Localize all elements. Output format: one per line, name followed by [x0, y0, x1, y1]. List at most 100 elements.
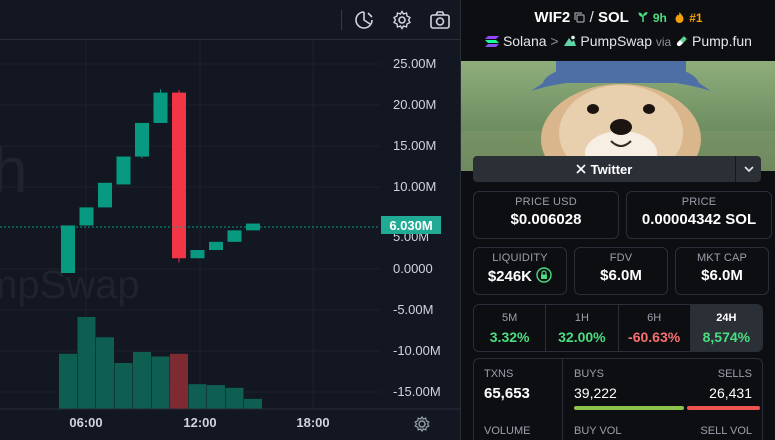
volume-bar [59, 353, 77, 409]
toolbar-separator [341, 10, 342, 30]
price-sol-label: PRICE [681, 196, 717, 208]
volume-bar [188, 384, 207, 409]
volume-bar [77, 317, 96, 409]
mktcap-label: MKT CAP [696, 252, 748, 264]
price-usd-label: PRICE USD [515, 196, 577, 208]
time-tick-label: 12:00 [183, 415, 216, 430]
txns-label: TXNS [484, 368, 514, 380]
tab-6h-change: -60.63% [628, 329, 681, 345]
chain-link[interactable]: Solana [502, 33, 547, 49]
mktcap-value: $6.0M [701, 267, 743, 284]
camera-icon[interactable] [428, 8, 452, 32]
tab-5m-label: 5M [501, 312, 518, 324]
y-tick-label: 0.0000 [393, 261, 433, 276]
txn-divider [562, 359, 563, 440]
tab-5m[interactable]: 5M 3.32% [474, 305, 547, 351]
liquidity-box: LIQUIDITY $246K [473, 247, 567, 295]
price-usd-box: PRICE USD $0.006028 [473, 191, 619, 239]
price-sol-value: 0.00004342 SOL [641, 211, 757, 228]
tab-1h[interactable]: 1H 32.00% [546, 305, 619, 351]
tab-24h[interactable]: 24H 8,574% [690, 305, 762, 351]
gear-icon[interactable] [390, 8, 414, 32]
candle-body [209, 241, 223, 251]
launchpad-link[interactable]: Pump.fun [692, 33, 752, 49]
indicator-icon[interactable] [352, 8, 376, 32]
volume-bar [207, 385, 225, 409]
liquidity-value: $246K [487, 268, 533, 285]
twitter-label: Twitter [590, 161, 633, 177]
current-price-tag: 6.030M [381, 216, 441, 234]
flame-icon [675, 12, 684, 23]
via-label: via [655, 35, 672, 49]
pair-info-panel: WIF2 / SOL 9h #1 Solana > PumpSwap via P… [460, 0, 775, 440]
candle-body [61, 225, 75, 273]
chevron-down-icon [743, 166, 754, 172]
buys-ratio-bar [574, 406, 684, 410]
buys-value: 39,222 [574, 385, 617, 401]
time-tick-label: 18:00 [296, 415, 329, 430]
y-tick-label: 20.00M [393, 97, 436, 112]
volume-label: VOLUME [484, 425, 531, 437]
y-tick-label: -5.00M [393, 302, 433, 317]
tab-5m-change: 3.32% [489, 329, 530, 345]
time-tick-label: 06:00 [69, 415, 102, 430]
candle-body [190, 250, 205, 259]
txns-value: 65,653 [484, 385, 530, 402]
twitter-button[interactable]: Twitter [473, 156, 735, 182]
solana-icon [485, 36, 500, 47]
y-tick-label: 15.00M [393, 138, 436, 153]
tab-1h-change: 32.00% [558, 329, 606, 345]
sells-label: SELLS [717, 368, 752, 380]
sprout-icon [638, 12, 648, 22]
y-tick-label: 10.00M [393, 179, 436, 194]
candle-body [98, 182, 112, 208]
candle-body [135, 122, 149, 157]
twitter-bar: Twitter [473, 156, 761, 182]
candlestick-chart[interactable]: h mpSwap 25.00M20.00M15.00M10.00M0.0000-… [0, 40, 460, 440]
candle-body [116, 156, 131, 185]
chart-toolbar [0, 0, 460, 40]
liquidity-label: LIQUIDITY [492, 252, 548, 264]
pill-icon [676, 35, 688, 47]
y-tick-label: -10.00M [393, 343, 441, 358]
dex-link[interactable]: PumpSwap [580, 33, 652, 49]
watermark-left: h [0, 134, 28, 206]
tab-6h[interactable]: 6H -60.63% [619, 305, 691, 351]
volume-bar [114, 363, 133, 409]
tab-6h-label: 6H [647, 312, 662, 324]
tab-1h-label: 1H [574, 312, 589, 324]
pair-age: 9h [652, 11, 667, 25]
copy-icon[interactable] [574, 12, 586, 23]
mktcap-box: MKT CAP $6.0M [675, 247, 769, 295]
x-logo-icon [576, 164, 586, 174]
candle-body [79, 207, 94, 226]
pumpswap-icon [563, 35, 576, 46]
volume-bar [133, 351, 151, 409]
socials-dropdown-button[interactable] [735, 156, 761, 182]
volume-bar [170, 353, 188, 409]
volume-bar [225, 387, 244, 409]
chain-row: Solana > PumpSwap via Pump.fun [461, 33, 775, 49]
candle-body [172, 92, 186, 259]
trending-rank: #1 [689, 11, 703, 25]
tab-24h-label: 24H [716, 312, 737, 324]
buys-label: BUYS [574, 368, 604, 380]
sell-vol-label: SELL VOL [700, 425, 752, 437]
lock-icon[interactable] [536, 267, 552, 283]
sells-ratio-bar [686, 406, 760, 410]
price-usd-value: $0.006028 [510, 211, 582, 228]
fdv-label: FDV [609, 252, 633, 264]
token-banner-image [461, 61, 775, 171]
price-change-tabs: 5M 3.32% 1H 32.00% 6H -60.63% 24H 8,574% [473, 304, 763, 352]
fdv-value: $6.0M [600, 267, 642, 284]
chart-panel[interactable]: h mpSwap 25.00M 20.00M 15.00M 10.00M 0.0000-… [0, 0, 460, 440]
transactions-block: TXNS 65,653 BUYS 39,222 SELLS 26,431 VOL… [473, 358, 763, 440]
tab-24h-change: 8,574% [702, 329, 751, 345]
volume-bar [151, 356, 170, 409]
base-token: WIF2 [534, 9, 571, 26]
sells-value: 26,431 [709, 385, 752, 401]
pair-title: WIF2 / SOL 9h #1 [534, 9, 703, 26]
quote-token: SOL [597, 9, 629, 26]
volume-bar [96, 337, 114, 409]
axis-settings-icon[interactable] [414, 415, 430, 433]
